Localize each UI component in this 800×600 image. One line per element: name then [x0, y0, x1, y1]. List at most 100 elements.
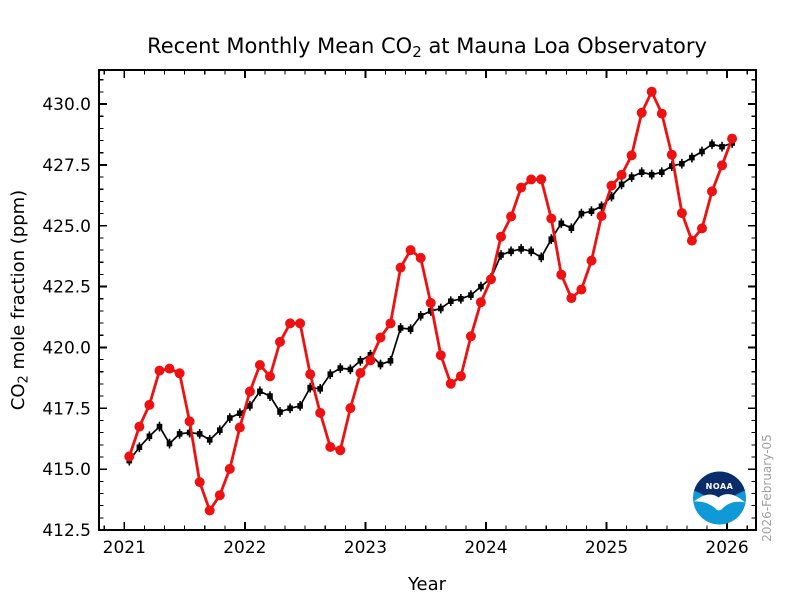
- noaa-logo-crest: [694, 471, 745, 507]
- y-tick-label: 420.0: [42, 338, 91, 358]
- data-point-marker: [596, 211, 607, 221]
- data-point-marker: [697, 223, 707, 234]
- x-tick-label: 2022: [223, 538, 266, 558]
- data-point-marker: [287, 405, 293, 412]
- data-point-marker: [357, 358, 364, 364]
- series-trend-seasonally-adjusted-: [126, 138, 735, 466]
- data-point-marker: [244, 386, 255, 397]
- data-point-marker: [194, 477, 205, 488]
- data-point-marker: [588, 208, 595, 214]
- y-tick-label: 422.5: [42, 278, 91, 298]
- data-point-marker: [528, 248, 534, 255]
- data-point-marker: [546, 213, 557, 224]
- data-point-marker: [154, 365, 165, 376]
- y-tick-label: 417.5: [42, 399, 91, 419]
- data-point-marker: [616, 169, 627, 180]
- data-point-marker: [679, 160, 685, 167]
- data-point-marker: [254, 360, 265, 370]
- data-point-marker: [136, 444, 143, 450]
- data-point-marker: [689, 154, 695, 161]
- data-point-marker: [206, 437, 213, 443]
- data-point-marker: [186, 429, 193, 436]
- data-point-marker: [367, 352, 374, 358]
- data-point-marker: [496, 231, 506, 242]
- data-point-marker: [247, 403, 253, 409]
- data-point-marker: [124, 451, 135, 462]
- data-point-marker: [176, 431, 183, 437]
- data-point-marker: [598, 203, 605, 210]
- data-point-marker: [237, 410, 243, 416]
- data-point-marker: [295, 318, 306, 329]
- data-point-marker: [164, 363, 175, 374]
- x-axis-label: Year: [407, 574, 447, 595]
- data-point-marker: [448, 298, 454, 304]
- data-point-marker: [267, 393, 273, 399]
- data-point-marker: [727, 133, 738, 144]
- data-point-marker: [628, 174, 635, 180]
- data-point-marker: [538, 254, 544, 261]
- data-point-marker: [586, 255, 597, 266]
- data-point-marker: [134, 421, 145, 432]
- data-point-marker: [385, 318, 396, 329]
- noaa-logo: NOAA: [693, 471, 746, 525]
- data-point-marker: [719, 143, 725, 150]
- data-point-marker: [174, 368, 185, 379]
- data-point-marker: [415, 252, 426, 263]
- data-point-marker: [257, 388, 263, 395]
- data-point-marker: [335, 445, 346, 456]
- data-point-marker: [566, 293, 577, 304]
- data-point-marker: [337, 365, 344, 371]
- data-point-marker: [405, 245, 416, 256]
- data-point-marker: [516, 182, 527, 193]
- data-point-marker: [156, 423, 163, 430]
- data-point-marker: [445, 378, 456, 389]
- data-point-marker: [365, 355, 376, 366]
- data-point-marker: [234, 422, 245, 433]
- data-point-marker: [478, 283, 484, 290]
- noaa-logo-text: NOAA: [706, 482, 734, 491]
- data-point-marker: [636, 107, 647, 118]
- data-point-marker: [475, 297, 486, 308]
- data-point-marker: [506, 211, 517, 222]
- data-point-marker: [548, 236, 555, 242]
- data-point-marker: [498, 252, 504, 258]
- y-tick-label: 427.5: [42, 156, 91, 176]
- data-point-marker: [435, 350, 446, 361]
- data-point-marker: [305, 369, 316, 380]
- data-point-marker: [395, 262, 406, 273]
- data-point-marker: [626, 150, 637, 161]
- data-point-marker: [184, 416, 195, 427]
- data-point-marker: [217, 427, 223, 433]
- data-point-marker: [458, 296, 464, 302]
- data-point-marker: [709, 141, 715, 147]
- date-stamp: 2026-February-05: [760, 434, 774, 541]
- data-point-marker: [638, 169, 645, 175]
- data-point-marker: [327, 371, 334, 377]
- data-point-marker: [526, 174, 537, 185]
- data-point-marker: [285, 318, 296, 329]
- data-point-marker: [707, 186, 717, 197]
- data-point-marker: [486, 274, 496, 285]
- data-point-marker: [144, 399, 155, 410]
- data-point-marker: [508, 248, 514, 255]
- data-point-marker: [325, 442, 336, 452]
- data-point-marker: [468, 292, 474, 298]
- data-point-marker: [387, 358, 394, 364]
- data-point-marker: [608, 193, 615, 200]
- data-point-marker: [666, 149, 677, 160]
- data-point-marker: [265, 371, 275, 382]
- data-point-marker: [618, 181, 625, 188]
- y-axis-label: CO2 mole fraction (ppm): [8, 190, 32, 410]
- data-point-marker: [224, 463, 235, 474]
- data-point-marker: [214, 490, 225, 501]
- data-point-marker: [196, 431, 203, 437]
- y-tick-label: 415.0: [42, 460, 91, 480]
- data-point-marker: [558, 220, 565, 227]
- data-point-marker: [297, 403, 303, 409]
- data-point-marker: [347, 366, 354, 373]
- data-point-marker: [377, 361, 384, 368]
- x-tick-label: 2026: [705, 538, 748, 558]
- data-point-marker: [417, 313, 424, 319]
- data-point-marker: [646, 86, 657, 97]
- data-point-marker: [556, 269, 567, 280]
